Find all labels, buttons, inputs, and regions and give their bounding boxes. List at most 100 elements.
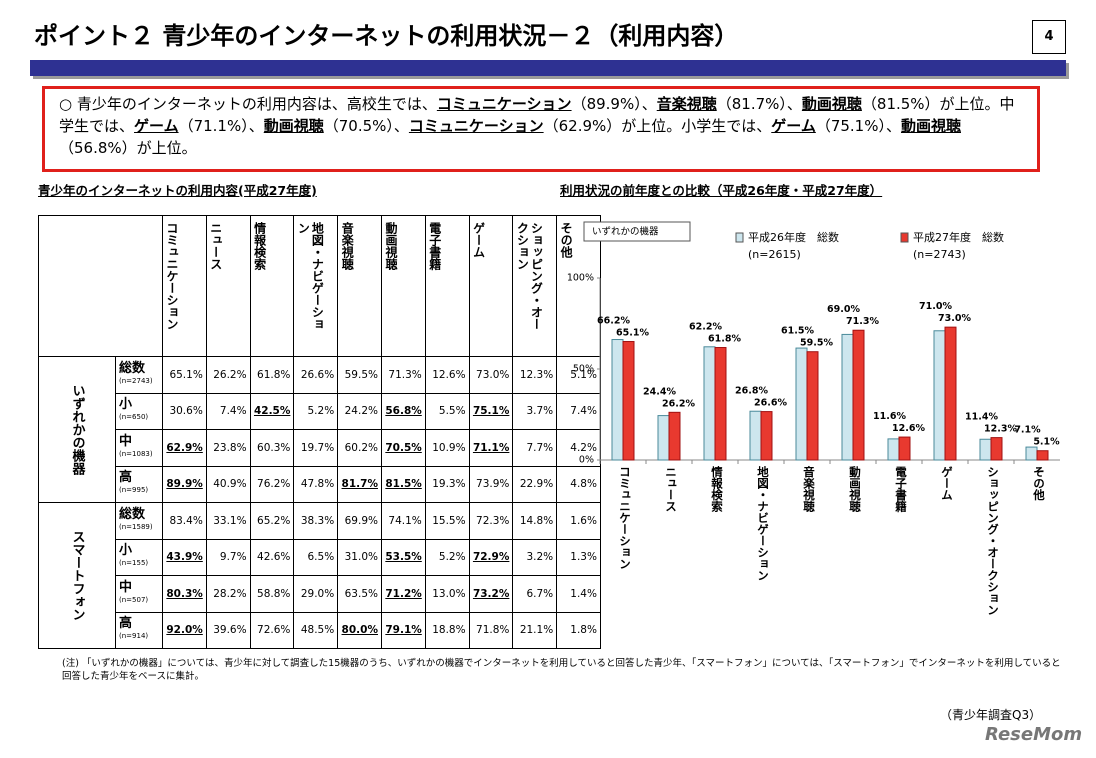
- cell-value-highlight: 42.5%: [253, 405, 291, 418]
- row-label: 高: [119, 470, 133, 486]
- value-label: 11.4%: [965, 412, 998, 423]
- bar: [887, 438, 900, 461]
- value-label: 69.0%: [827, 304, 860, 315]
- x-tick-label: ショッピング・オークション: [986, 466, 1000, 616]
- value-cell: 7.4%: [205, 392, 251, 430]
- y-tick-label: 50%: [573, 364, 594, 375]
- cell-value: 28.2%: [213, 587, 247, 600]
- value-cell: 29.0%: [293, 575, 339, 613]
- value-label: 66.2%: [597, 316, 630, 327]
- value-label: 11.6%: [873, 411, 906, 422]
- cell-value: 30.6%: [169, 405, 203, 418]
- chart: いずれかの機器 0% 50% 100% 平成26年度 総数 (n=2615) 平成27年度…: [567, 221, 1060, 616]
- column-label: ゲーム: [471, 222, 486, 258]
- panel-box: [583, 221, 691, 242]
- bar: [795, 347, 808, 461]
- value-cell: 65.2%: [249, 502, 295, 540]
- value-label: 12.6%: [892, 423, 925, 434]
- summary-text: （89.9%）、: [571, 95, 657, 113]
- legend-note: (n=2743): [913, 248, 966, 261]
- row-label-cell: 中 (n=507): [115, 575, 163, 613]
- cell-value-highlight: 53.5%: [385, 551, 422, 564]
- value-cell: 26.6%: [293, 356, 339, 394]
- row-label: 中: [119, 579, 133, 595]
- value-label: 61.8%: [708, 334, 741, 345]
- value-cell: 73.9%: [468, 465, 514, 503]
- summary-highlight: 動画視聴: [801, 95, 862, 113]
- legend-swatch: [735, 232, 744, 243]
- row-label: 総数: [119, 506, 146, 522]
- value-cell: 80.3%: [162, 575, 207, 613]
- row-n: (n=995): [119, 486, 149, 495]
- value-cell: 56.8%: [380, 392, 426, 430]
- bar: [714, 347, 727, 461]
- summary-text: （81.5%）が上位。中学生では、: [59, 95, 1015, 135]
- logo: ReseMom: [985, 724, 1083, 745]
- cell-value: 18.8%: [432, 624, 466, 637]
- summary-highlight: コミュニケーション: [436, 95, 572, 113]
- bar: [1025, 446, 1038, 461]
- group-cell: スマートフォン: [38, 502, 116, 649]
- table-title: 青少年のインターネットの利用内容(平成27年度): [38, 183, 317, 198]
- row-label-cell: 高 (n=995): [115, 465, 163, 503]
- cell-value: 29.0%: [300, 587, 335, 600]
- title-bar: [30, 60, 1066, 76]
- value-cell: 31.0%: [337, 538, 382, 576]
- value-cell: 71.1%: [468, 429, 514, 467]
- x-tick-label: ニュース: [664, 466, 678, 512]
- cell-value: 1.6%: [570, 514, 597, 527]
- cell-value: 1.3%: [570, 551, 597, 564]
- value-cell: 3.7%: [512, 392, 558, 430]
- cell-value: 42.6%: [257, 551, 291, 564]
- cell-value: 39.6%: [213, 624, 247, 637]
- row-n: (n=507): [119, 595, 149, 604]
- column-label: 音楽視聴: [340, 222, 355, 270]
- cell-value: 7.7%: [526, 441, 554, 454]
- bar: [806, 351, 819, 461]
- row-n: (n=155): [119, 559, 149, 568]
- column-header: 音楽視聴: [337, 215, 382, 357]
- cell-value: 58.8%: [257, 587, 291, 600]
- data-row: 小 (n=650) 30.6% 7.4% 42.5% 5.2% 24.2% 56.8% 5.5%…: [39, 392, 601, 430]
- cell-value-highlight: 70.5%: [385, 441, 422, 454]
- x-tick-label: 動画視聴: [848, 465, 862, 513]
- summary-highlight: 動画視聴: [900, 117, 961, 135]
- cell-value: 65.1%: [169, 368, 203, 381]
- cell-value: 22.9%: [519, 478, 554, 491]
- cell-value-highlight: 56.8%: [385, 405, 422, 418]
- cell-value: 33.1%: [213, 514, 247, 527]
- value-cell: 14.8%: [512, 502, 558, 540]
- cell-value: 10.9%: [432, 441, 466, 454]
- y-tick-label: 0%: [579, 455, 594, 466]
- bar: [703, 346, 716, 461]
- value-cell: 15.5%: [424, 502, 470, 540]
- value-cell: 43.9%: [162, 538, 207, 576]
- value-cell: 71.8%: [468, 611, 514, 649]
- cell-value: 19.7%: [300, 441, 335, 454]
- column-label: ニュース: [208, 222, 223, 270]
- value-cell: 1.4%: [556, 575, 601, 613]
- cell-value: 71.8%: [476, 624, 510, 637]
- cell-value: 65.2%: [257, 514, 291, 527]
- bar: [944, 326, 957, 461]
- header-row: コミュニケーション ニュース 情報検索 地図・ナビゲーション 音楽視聴 動画視聴 電子書籍 ゲ…: [38, 215, 601, 357]
- value-cell: 13.0%: [424, 575, 470, 613]
- value-cell: 21.1%: [512, 611, 558, 649]
- cell-value: 60.3%: [257, 441, 291, 454]
- bar: [622, 341, 635, 461]
- group-cell: いずれかの機器: [38, 356, 116, 503]
- cell-value: 26.2%: [213, 368, 247, 381]
- value-cell: 72.3%: [468, 502, 514, 540]
- cell-value-highlight: 79.1%: [385, 624, 422, 637]
- cell-value: 13.0%: [432, 587, 466, 600]
- summary-highlight: ゲーム: [771, 117, 816, 135]
- row-label: 総数: [119, 360, 146, 376]
- cell-value: 40.9%: [213, 478, 247, 491]
- value-cell: 73.2%: [468, 575, 514, 613]
- value-cell: 61.8%: [249, 356, 295, 394]
- value-cell: 7.7%: [512, 429, 558, 467]
- value-cell: 76.2%: [249, 465, 295, 503]
- cell-value: 60.2%: [344, 441, 378, 454]
- data-row: 高 (n=914) 92.0% 39.6% 72.6% 48.5% 80.0% 79.1% 18…: [39, 611, 601, 649]
- column-header: 情報検索: [249, 215, 295, 357]
